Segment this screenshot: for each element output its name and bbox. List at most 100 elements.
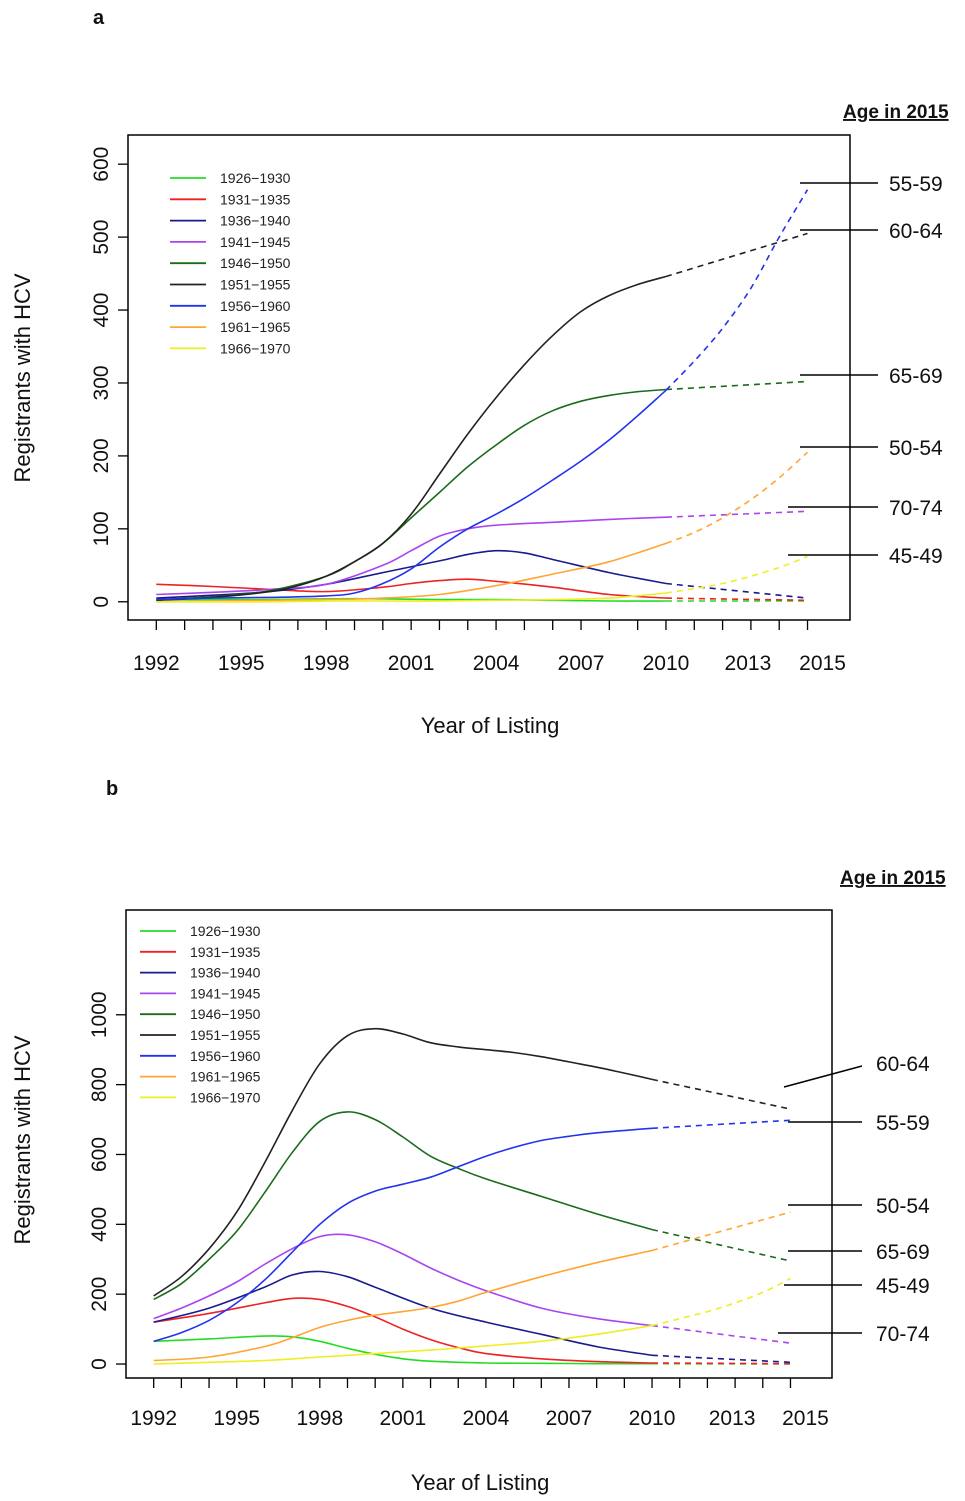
- y-tick-label: 200: [90, 438, 113, 473]
- age-label: 70-74: [876, 1323, 930, 1346]
- series-line-1956-1960: [153, 1127, 653, 1343]
- series-line-1936-1940: [153, 1270, 653, 1357]
- y-tick-label: 0: [90, 596, 113, 608]
- series-projection-1956-1960: [665, 189, 809, 391]
- series-line-1956-1960: [156, 389, 667, 601]
- x-tick-label: 2004: [463, 1407, 510, 1430]
- x-tick-label: 1992: [130, 1407, 177, 1430]
- x-tick-label: 1992: [133, 652, 180, 675]
- age-label: 60-64: [876, 1053, 930, 1076]
- series-line-1966-1970: [153, 1324, 653, 1365]
- legend-label: 1926−1930: [190, 923, 261, 939]
- age-label: 45-49: [876, 1275, 930, 1298]
- age-label: 65-69: [889, 365, 943, 388]
- series-projection-1936-1940: [665, 582, 808, 599]
- series-line-1966-1970: [156, 592, 667, 603]
- series-projection-1961-1965: [665, 451, 809, 545]
- series-projection-1941-1945: [665, 510, 808, 518]
- legend-label: 1926−1930: [220, 170, 291, 186]
- age-label: 55-59: [876, 1112, 930, 1135]
- x-tick-label: 2004: [473, 652, 520, 675]
- series-line-1931-1935: [153, 1297, 653, 1364]
- x-tick-label: 2010: [643, 652, 690, 675]
- series-projection-1951-1955: [651, 1078, 791, 1110]
- age-label: 45-49: [889, 545, 943, 568]
- x-tick-label: 1998: [296, 1407, 343, 1430]
- series-projection-1946-1950: [651, 1228, 791, 1262]
- age-label: 60-64: [889, 220, 943, 243]
- panel-a-x-axis-title: Year of Listing: [421, 713, 560, 738]
- series-line-1961-1965: [153, 1249, 653, 1362]
- panel-a-series-lines: [156, 189, 809, 603]
- age-callout-line: [783, 1065, 863, 1088]
- x-tick-label: 1995: [218, 652, 265, 675]
- panel-b-series-lines: [153, 1027, 791, 1365]
- y-tick-label: 600: [88, 1137, 111, 1172]
- series-projection-1951-1955: [665, 232, 808, 278]
- panel-b-legend: 1926−1930 1931−1935 1936−1940 1941−1945 1946…: [140, 923, 261, 1105]
- legend-label: 1936−1940: [190, 965, 261, 981]
- y-tick-label: 600: [90, 147, 113, 182]
- x-tick-label: 2001: [388, 652, 435, 675]
- legend-label: 1966−1970: [190, 1089, 261, 1105]
- x-tick-label: 2013: [725, 652, 772, 675]
- panel-b-axis-ticks: 1992 1995 1998 2001 2004 2007 2010 2013 2015 0 200…: [88, 991, 829, 1430]
- series-line-1941-1945: [153, 1233, 653, 1327]
- legend-label: 1936−1940: [220, 213, 291, 229]
- series-projection-1941-1945: [651, 1324, 791, 1344]
- x-tick-label: 1998: [303, 652, 350, 675]
- series-line-1961-1965: [156, 542, 667, 603]
- age-label: 65-69: [876, 1241, 930, 1264]
- x-tick-label: 2015: [782, 1407, 829, 1430]
- series-projection-1956-1960: [651, 1119, 791, 1130]
- legend-label: 1931−1935: [220, 191, 291, 207]
- series-line-1946-1950: [153, 1111, 653, 1301]
- series-projection-1931-1935: [651, 1362, 791, 1365]
- panel-b-letter: b: [106, 778, 118, 800]
- y-tick-label: 800: [88, 1067, 111, 1102]
- legend-label: 1931−1935: [190, 944, 261, 960]
- legend-label: 1961−1965: [190, 1069, 261, 1085]
- legend-label: 1951−1955: [220, 277, 291, 293]
- y-tick-label: 300: [90, 365, 113, 400]
- legend-label: 1956−1960: [190, 1048, 261, 1064]
- panel-a-age-callouts: 70-74 65-69 60-64 55-59 50-54 45-49: [788, 173, 943, 568]
- series-line-1951-1955: [153, 1027, 653, 1297]
- panel-a: a Age in 2015 Year of Listing Registrant…: [10, 7, 949, 738]
- x-tick-label: 2013: [709, 1407, 756, 1430]
- x-tick-label: 2010: [629, 1407, 676, 1430]
- series-projection-1966-1970: [651, 1277, 791, 1327]
- legend-label: 1941−1945: [190, 985, 261, 1001]
- series-line-1946-1950: [156, 388, 667, 601]
- y-tick-label: 400: [90, 293, 113, 328]
- x-tick-label: 2015: [799, 652, 846, 675]
- panel-a-age-header: Age in 2015: [843, 102, 949, 123]
- x-tick-label: 2001: [380, 1407, 427, 1430]
- panel-a-axis-ticks: 1992 1995 1998 2001 2004 2007 2010 2013 2015 0 100…: [90, 147, 846, 675]
- series-projection-1936-1940: [651, 1354, 791, 1364]
- legend-label: 1946−1950: [190, 1006, 261, 1022]
- panel-a-y-axis-title: Registrants with HCV: [10, 273, 35, 482]
- series-line-1926-1930: [156, 597, 667, 602]
- age-label: 50-54: [876, 1195, 930, 1218]
- series-line-1951-1955: [156, 275, 667, 602]
- x-tick-label: 1995: [213, 1407, 260, 1430]
- x-tick-label: 2007: [546, 1407, 593, 1430]
- panel-b-age-header: Age in 2015: [840, 868, 946, 889]
- legend-label: 1951−1955: [190, 1027, 261, 1043]
- series-projection-1966-1970: [665, 555, 808, 594]
- legend-label: 1946−1950: [220, 255, 291, 271]
- age-label: 70-74: [889, 497, 943, 520]
- y-tick-label: 1000: [88, 991, 111, 1038]
- panel-a-plot-frame: [127, 134, 851, 621]
- legend-label: 1961−1965: [220, 319, 291, 335]
- series-projection-1946-1950: [665, 380, 808, 391]
- age-label: 50-54: [889, 437, 943, 460]
- series-projection-1931-1935: [665, 597, 808, 602]
- legend-label: 1956−1960: [220, 298, 291, 314]
- series-line-1926-1930: [153, 1335, 652, 1365]
- x-tick-label: 2007: [558, 652, 605, 675]
- panel-b: b Age in 2015 Year of Listing Registrant…: [10, 778, 946, 1495]
- y-tick-label: 500: [90, 220, 113, 255]
